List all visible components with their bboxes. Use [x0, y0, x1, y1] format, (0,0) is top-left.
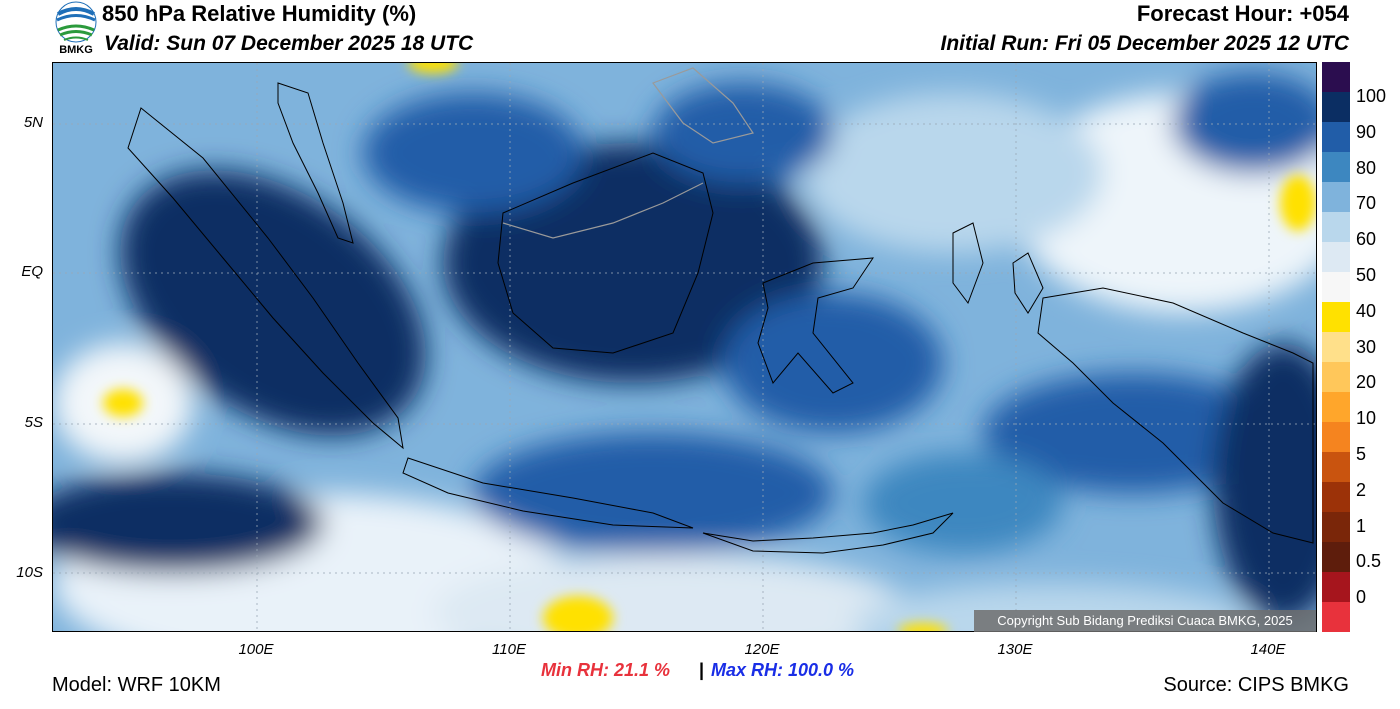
- colorbar-label: 5: [1356, 444, 1367, 464]
- colorbar-swatch: [1322, 542, 1350, 573]
- colorbar-label: 40: [1356, 300, 1377, 321]
- colorbar-swatch: [1322, 212, 1350, 243]
- source-info: Source: CIPS BMKG: [1163, 674, 1349, 696]
- colorbar-label: 60: [1356, 229, 1377, 250]
- colorbar-swatch: [1322, 302, 1350, 333]
- humidity-map: [52, 62, 1317, 632]
- map-canvas: [53, 63, 1316, 631]
- min-rh: Min RH: 21.1 %: [541, 660, 671, 680]
- copyright-notice: Copyright Sub Bidang Prediksi Cuaca BMKG…: [974, 610, 1316, 632]
- colorbar-swatch: [1322, 332, 1350, 363]
- model-info: Model: WRF 10KM: [52, 674, 221, 696]
- colorbar-label: 50: [1356, 265, 1377, 285]
- philippines-outline: [652, 67, 754, 144]
- logo-text: BMKG: [59, 44, 93, 56]
- colorbar-label: 2: [1356, 479, 1367, 500]
- forecast-hour: Forecast Hour: +054: [1136, 1, 1349, 26]
- lat-label-5s: 5S: [24, 414, 43, 431]
- colorbar-swatch: [1322, 242, 1350, 273]
- colorbar-label: 100: [1356, 86, 1387, 106]
- halmahera-coastline: [1012, 252, 1044, 314]
- colorbar-swatch: [1322, 482, 1350, 513]
- colorbar-label: 10: [1356, 408, 1377, 429]
- colorbar-label: 1: [1356, 515, 1367, 536]
- colorbar-swatch: [1322, 62, 1350, 93]
- java-coastline: [402, 457, 694, 529]
- colorbar-swatch: [1322, 362, 1350, 393]
- kalimantan-coastline: [497, 152, 714, 354]
- initial-run: Initial Run: Fri 05 December 2025 12 UTC: [940, 32, 1349, 55]
- max-rh: Max RH: 100.0 %: [711, 660, 855, 680]
- colorbar-swatch: [1322, 182, 1350, 213]
- colorbar-swatch: [1322, 92, 1350, 123]
- sumatra-coastline: [127, 107, 404, 450]
- colorbar-swatch: [1322, 272, 1350, 303]
- colorbar-swatch: [1322, 392, 1350, 423]
- borneo-border: [502, 182, 704, 239]
- colorbar-label: 90: [1356, 121, 1377, 142]
- lat-label-10s: 10S: [16, 564, 43, 581]
- colorbar-swatch: [1322, 422, 1350, 453]
- lon-label-100e: 100E: [238, 641, 274, 658]
- colorbar-swatch: [1322, 122, 1350, 153]
- lon-label-120e: 120E: [744, 641, 780, 658]
- colorbar: [1322, 62, 1350, 633]
- map-title: 850 hPa Relative Humidity (%): [102, 1, 417, 26]
- colorbar-swatches: [1322, 62, 1350, 633]
- bmkg-logo: BMKG: [52, 0, 100, 60]
- lon-label-110e: 110E: [492, 641, 526, 658]
- malay-peninsula-coastline: [277, 82, 354, 244]
- colorbar-label: 20: [1356, 372, 1377, 393]
- colorbar-label: 70: [1356, 193, 1377, 214]
- colorbar-label: 80: [1356, 157, 1377, 178]
- colorbar-swatch: [1322, 452, 1350, 483]
- colorbar-swatch: [1322, 572, 1350, 603]
- valid-time: Valid: Sun 07 December 2025 18 UTC: [104, 32, 474, 55]
- colorbar-label: 0: [1356, 587, 1367, 608]
- lat-label-eq: EQ: [21, 263, 43, 280]
- lon-label-140e: 140E: [1250, 641, 1286, 658]
- stats-separator: |: [699, 660, 705, 680]
- colorbar-label: 30: [1356, 336, 1377, 357]
- lat-label-5n: 5N: [23, 114, 43, 131]
- colorbar-label: 0.5: [1356, 551, 1382, 572]
- colorbar-swatch: [1322, 152, 1350, 183]
- sulawesi-coastline: [757, 257, 874, 394]
- maluku-coastline: [952, 222, 984, 305]
- colorbar-swatch: [1322, 512, 1350, 543]
- nusa-tenggara-coastline: [702, 512, 954, 554]
- colorbar-swatch: [1322, 602, 1350, 633]
- lon-label-130e: 130E: [997, 641, 1033, 658]
- papua-coastline: [1037, 287, 1314, 544]
